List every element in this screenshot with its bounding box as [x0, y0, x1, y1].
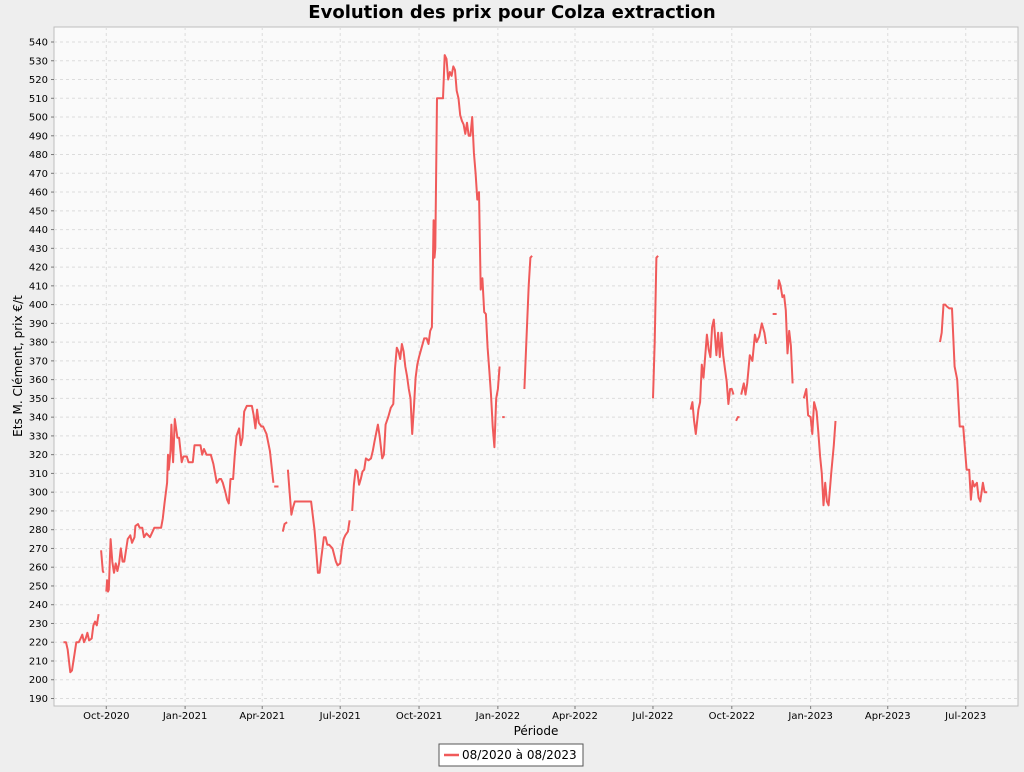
legend-box [438, 743, 584, 767]
x-tick-label: Apr-2021 [239, 711, 285, 722]
series-layer [63, 54, 988, 674]
y-tick-label: 480 [29, 150, 48, 161]
x-tick-label: Jul-2022 [631, 711, 673, 722]
y-axis-label: Ets M. Clément, prix €/t [11, 295, 25, 437]
x-axis-label: Période [514, 724, 559, 738]
y-tick-label: 540 [29, 38, 48, 49]
y-tick-label: 360 [29, 375, 48, 386]
series-line-segment [652, 255, 659, 399]
y-tick-label: 330 [29, 431, 48, 442]
grid-lines [54, 27, 1018, 706]
x-tick-label: Jul-2023 [944, 711, 986, 722]
y-tick-label: 270 [29, 544, 48, 555]
y-tick-label: 440 [29, 225, 48, 236]
y-tick-label: 280 [29, 525, 48, 536]
y-tick-label: 380 [29, 338, 48, 349]
y-tick-label: 370 [29, 356, 48, 367]
series-line-segment [740, 322, 768, 396]
y-tick-label: 190 [29, 694, 48, 705]
series-line-segment [689, 318, 735, 435]
x-tick-label: Oct-2021 [396, 711, 442, 722]
series-line-segment [105, 404, 275, 593]
plot-area [53, 26, 1019, 707]
x-tick-label: Oct-2020 [83, 711, 129, 722]
x-tick-label: Oct-2022 [709, 711, 755, 722]
y-tick-label: 230 [29, 619, 48, 630]
y-tick-label: 470 [29, 169, 48, 180]
x-axis-ticks: Oct-2020 Jan-2021 Apr-2021 Jul-2021 Oct-2021… [83, 706, 986, 722]
series-line-segment [735, 416, 740, 422]
y-tick-label: 350 [29, 394, 48, 405]
y-axis-ticks: 190 200 210 220 230 240 250 260 270 280 290 300 310 3… [29, 38, 54, 705]
y-tick-label: 390 [29, 319, 48, 330]
y-tick-label: 500 [29, 113, 48, 124]
y-tick-label: 410 [29, 281, 48, 292]
y-tick-label: 290 [29, 506, 48, 517]
x-tick-label: Apr-2022 [552, 711, 598, 722]
x-tick-label: Jan-2021 [162, 711, 207, 722]
y-tick-label: 310 [29, 469, 48, 480]
x-tick-label: Jan-2023 [787, 711, 832, 722]
series-line-segment [939, 303, 988, 503]
y-tick-label: 220 [29, 638, 48, 649]
y-tick-label: 340 [29, 413, 48, 424]
series-line-segment [100, 550, 105, 574]
x-tick-label: Jan-2022 [475, 711, 520, 722]
y-tick-label: 460 [29, 188, 48, 199]
series-line-segment [286, 469, 351, 574]
series-line-segment [63, 613, 100, 674]
series-line-segment [802, 388, 837, 507]
y-tick-label: 300 [29, 488, 48, 499]
y-tick-label: 250 [29, 581, 48, 592]
y-tick-label: 490 [29, 131, 48, 142]
legend-label: 08/2020 à 08/2023 [462, 748, 577, 762]
series-line-segment [777, 279, 794, 384]
series-line-segment [351, 54, 501, 511]
y-tick-label: 430 [29, 244, 48, 255]
x-tick-label: Apr-2023 [865, 711, 911, 722]
y-tick-label: 510 [29, 94, 48, 105]
y-tick-label: 200 [29, 675, 48, 686]
y-tick-label: 420 [29, 263, 48, 274]
chart-title: Evolution des prix pour Colza extraction [308, 2, 715, 23]
y-tick-label: 520 [29, 75, 48, 86]
series-line-segment [281, 521, 288, 532]
y-tick-label: 400 [29, 300, 48, 311]
y-tick-label: 210 [29, 656, 48, 667]
y-tick-label: 450 [29, 206, 48, 217]
y-tick-label: 320 [29, 450, 48, 461]
y-tick-label: 260 [29, 563, 48, 574]
legend: 08/2020 à 08/2023 [438, 743, 584, 767]
y-tick-label: 530 [29, 56, 48, 67]
y-tick-label: 240 [29, 600, 48, 611]
x-tick-label: Jul-2021 [319, 711, 361, 722]
series-line-segment [523, 255, 533, 390]
